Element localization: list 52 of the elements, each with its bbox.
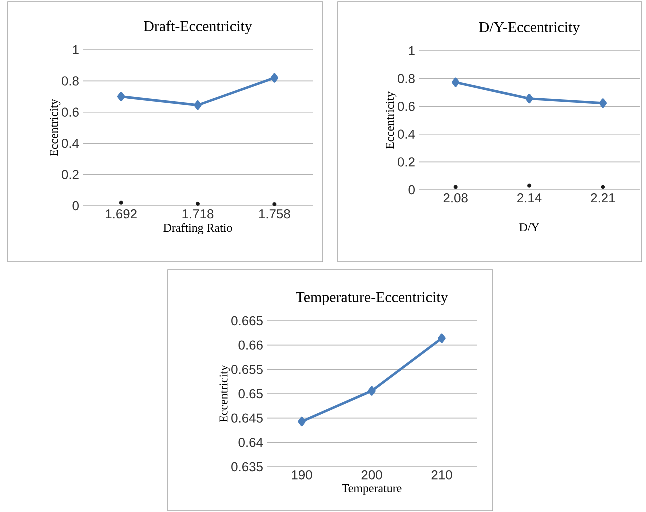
x-axis-title: D/Y [520,224,540,232]
y-tick-label: 0 [408,185,415,195]
point [270,73,279,83]
y-tick-label: 1 [409,46,415,56]
y-tick-label: 1 [73,46,79,54]
point [298,416,306,426]
chart-title: Draft-Eccentricity [144,20,252,34]
point [117,92,126,102]
y-tick-label: 0.8 [62,76,79,86]
point [194,100,202,110]
y-tick-label: 0.635 [232,462,263,472]
x-tick-label: 1.692 [106,210,137,219]
y-tick-label: 0.64 [238,438,264,448]
chart-title: Temperature-Eccentricity [296,292,448,306]
point [272,202,277,206]
y-axis-title: Eccentricity [50,99,61,157]
y-tick-label: 0.6 [398,102,415,112]
y-tick-label: 0.65 [238,389,263,399]
point [119,200,124,205]
x-tick-label: 2.21 [591,194,616,203]
x-tick-label: 1.758 [259,210,290,219]
x-axis-title: Temperature [342,484,402,495]
point [454,185,458,190]
y-tick-label: 0.2 [398,158,415,167]
y-tick-label: 0.6 [62,108,79,117]
y-axis-title: Eccentricity [220,365,230,423]
point [526,94,534,104]
point [368,386,376,396]
y-tick-label: 0.645 [232,414,263,423]
point [196,202,200,206]
x-axis-title: Drafting Ratio [164,224,232,235]
point [528,184,532,188]
y-tick-label: 0.66 [238,340,263,350]
y-tick-label: 0.665 [232,316,263,326]
y-tick-label: 0 [72,201,79,211]
point [599,98,608,108]
point [601,185,606,190]
y-tick-label: 0.4 [398,130,416,139]
chart-title: D/Y-Eccentricity [479,22,580,36]
y-axis-title: Eccentricity [386,92,397,150]
x-tick-label: 210 [432,470,452,480]
point [438,334,446,344]
point [452,78,460,88]
x-tick-label: 2.14 [518,194,542,203]
x-tick-label: 1.718 [182,210,214,219]
y-tick-label: 0.655 [232,365,263,374]
y-tick-label: 0.4 [62,139,80,148]
x-tick-label: 200 [362,470,382,480]
x-tick-label: 2.08 [444,194,468,203]
y-tick-label: 0.8 [398,74,415,84]
y-tick-label: 0.2 [62,170,79,180]
x-tick-label: 190 [292,470,312,480]
